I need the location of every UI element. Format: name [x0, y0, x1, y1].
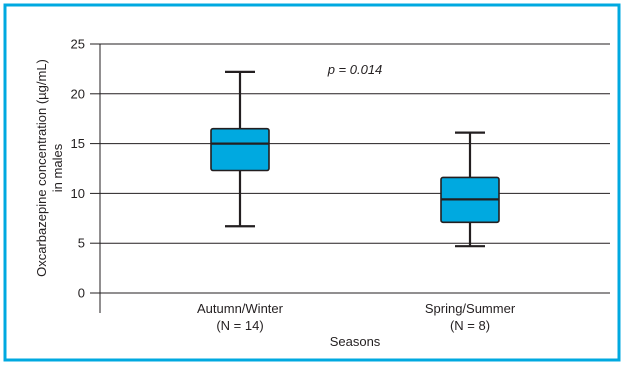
- x-axis-title: Seasons: [330, 334, 381, 349]
- category-n-label-autumn-winter: (N = 14): [216, 318, 263, 333]
- axis-layer: 0 5 10 15 20 25 Autumn/Winter (N = 14) Spring/Su…: [71, 37, 516, 334]
- y-tick-label-10: 10: [71, 186, 85, 201]
- box-layer: [210, 70, 500, 248]
- grid-layer: [100, 43, 610, 294]
- y-tick-label-0: 0: [78, 286, 85, 301]
- y-axis-title-line2: in males: [50, 143, 65, 192]
- category-label-spring-summer: Spring/Summer: [425, 301, 516, 316]
- category-label-autumn-winter: Autumn/Winter: [197, 301, 284, 316]
- y-tick-label-20: 20: [71, 86, 85, 101]
- category-n-label-spring-summer: (N = 8): [450, 318, 490, 333]
- frame-border: [3, 3, 621, 362]
- y-tick-label-25: 25: [71, 37, 85, 52]
- p-value-annotation: p = 0.014: [327, 62, 383, 77]
- box-autumn-winter: [210, 127, 270, 172]
- y-tick-label-15: 15: [71, 136, 85, 151]
- y-axis-title-line1: Oxcarbazepine concentration (µg/mL): [34, 59, 49, 277]
- y-tick-label-5: 5: [78, 236, 85, 251]
